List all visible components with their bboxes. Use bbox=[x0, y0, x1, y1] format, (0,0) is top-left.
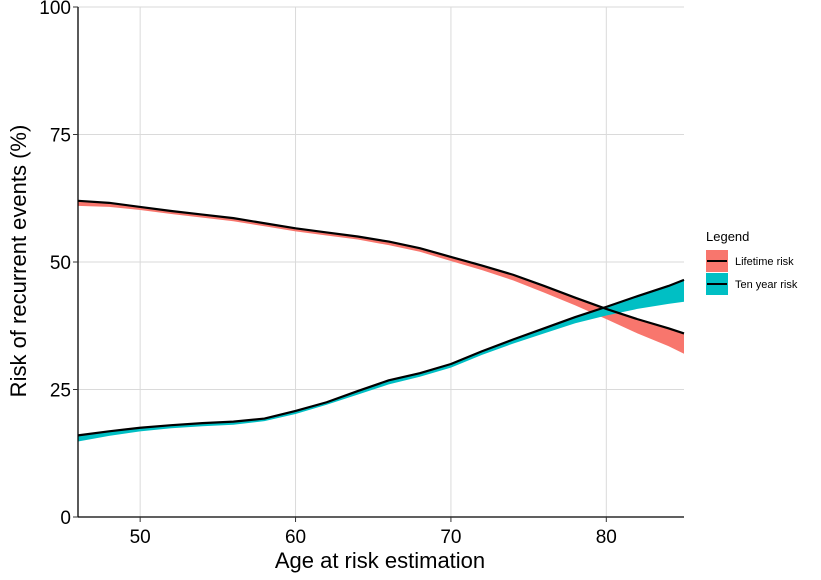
series-layer bbox=[77, 199, 685, 442]
tick-labels: 0 25 50 75 100 50 60 70 80 bbox=[39, 0, 617, 548]
x-tick-label-80: 80 bbox=[596, 527, 617, 548]
legend-title: Legend bbox=[706, 229, 749, 244]
y-tick-label-50: 50 bbox=[50, 253, 71, 274]
y-axis-title: Risk of recurrent events (%) bbox=[6, 125, 31, 398]
x-tick-label-50: 50 bbox=[130, 527, 151, 548]
legend: Legend Lifetime risk Ten year risk bbox=[706, 229, 798, 295]
legend-label-lifetime-risk: Lifetime risk bbox=[735, 256, 794, 268]
y-tick-label-0: 0 bbox=[60, 508, 71, 529]
lifetime-risk-ribbon bbox=[78, 200, 684, 354]
axes bbox=[73, 6, 684, 522]
y-tick-label-75: 75 bbox=[50, 126, 71, 147]
grid-lines bbox=[78, 6, 684, 518]
x-tick-label-70: 70 bbox=[440, 527, 461, 548]
x-tick-label-60: 60 bbox=[285, 527, 306, 548]
y-tick-label-100: 100 bbox=[39, 0, 71, 19]
ten-year-risk-line bbox=[77, 278, 685, 437]
lifetime-risk-line bbox=[77, 199, 685, 335]
y-tick-label-25: 25 bbox=[50, 381, 71, 402]
legend-label-ten-year-risk: Ten year risk bbox=[735, 279, 798, 291]
x-axis-title: Age at risk estimation bbox=[275, 548, 485, 573]
